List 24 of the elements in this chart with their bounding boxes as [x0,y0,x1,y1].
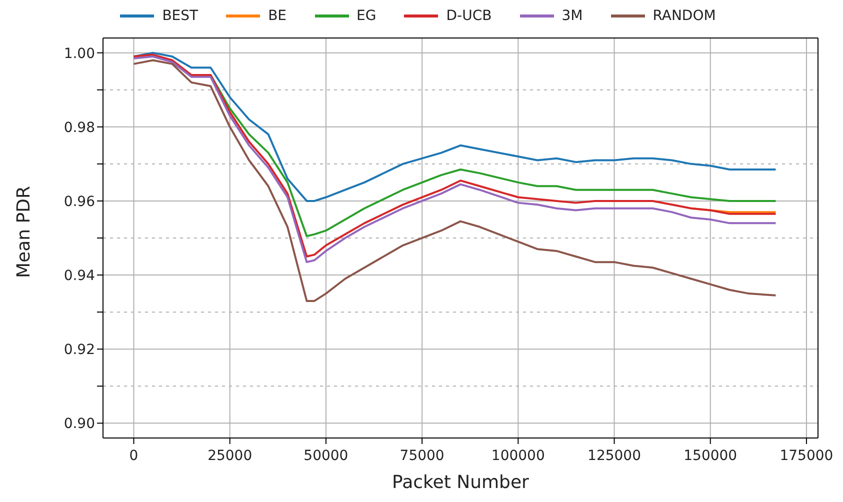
x-tick-label: 25000 [208,448,252,464]
y-axis-title: Mean PDR [13,186,34,278]
y-tick-label: 0.92 [64,342,95,358]
legend-label: RANDOM [652,8,716,24]
x-tick-label: 175000 [780,448,834,464]
x-tick-label: 75000 [400,448,444,464]
legend-label: BE [268,8,287,24]
y-tick-label: 0.94 [64,268,96,284]
x-axis-title: Packet Number [392,472,530,493]
legend-label: 3M [562,8,583,24]
x-tick-label: 0 [129,448,138,464]
x-tick-label: 100000 [491,448,545,464]
y-tick-label: 1.00 [64,46,95,62]
legend-label: BEST [162,8,198,24]
line-series [132,52,777,202]
y-tick-label: 0.96 [64,194,96,210]
x-tick-label: 150000 [684,448,738,464]
line-series [132,59,777,302]
y-tick-label: 0.98 [64,120,95,136]
x-tick-label: 50000 [304,448,348,464]
legend-label: D-UCB [446,8,492,24]
x-tick-label: 125000 [588,448,641,464]
y-tick-label: 0.90 [64,416,95,432]
legend-label: EG [356,8,376,24]
